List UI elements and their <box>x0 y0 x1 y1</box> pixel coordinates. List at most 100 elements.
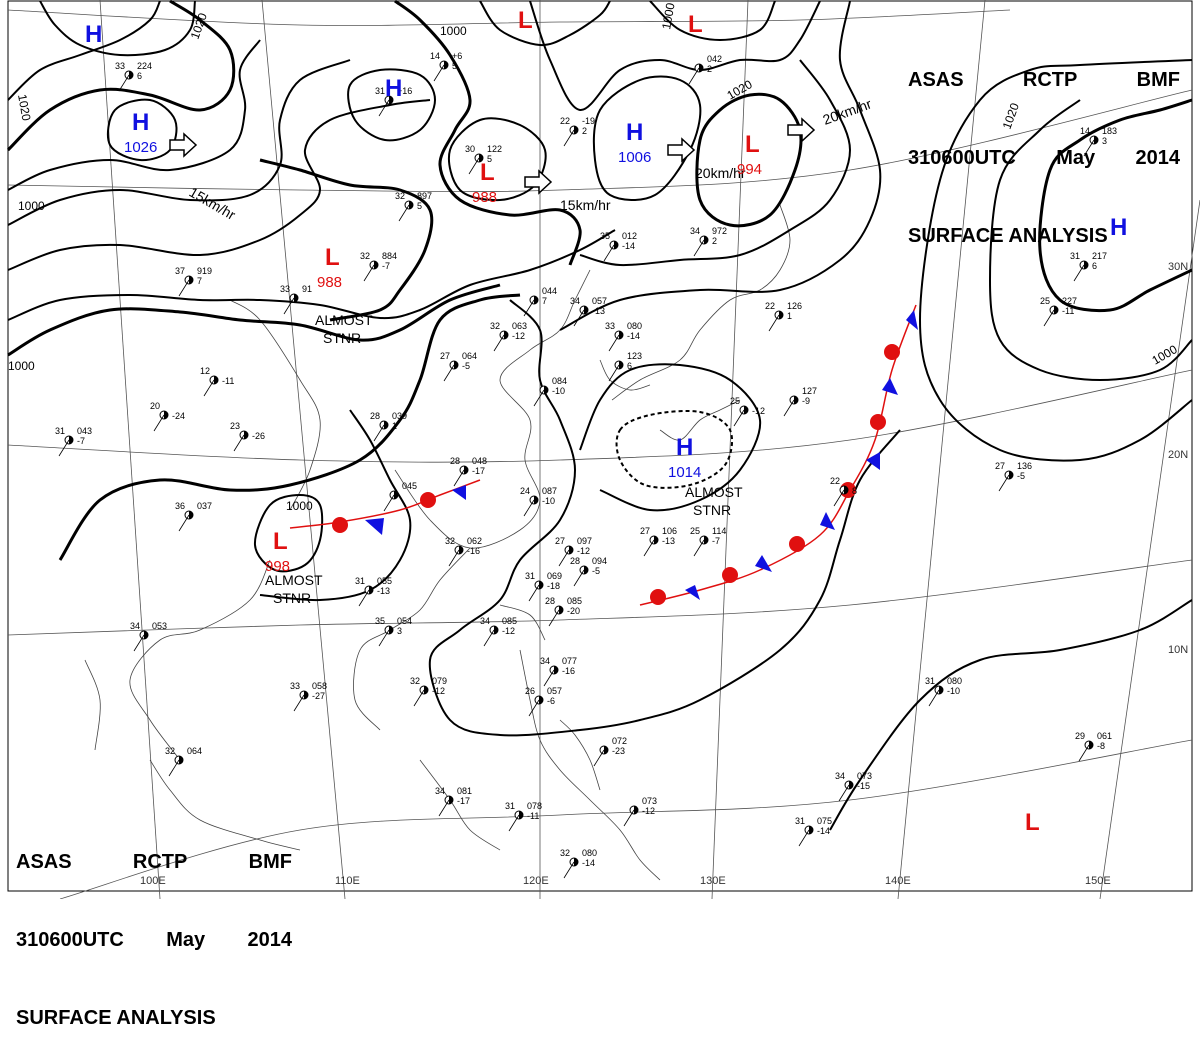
station-tendency: -11 <box>222 376 234 386</box>
cloud-cover-icon <box>779 311 783 319</box>
cold-front-symbol <box>452 485 466 500</box>
station-pressure: 106 <box>662 526 677 536</box>
wind-barb-icon <box>233 434 245 452</box>
station-tendency: -8 <box>1097 741 1105 751</box>
station-pressure: 126 <box>787 301 802 311</box>
wind-barb-icon <box>1078 744 1090 762</box>
isobar <box>579 59 852 267</box>
map-labels: H H 1026 H L 988 L 988 L L H 1006 L 994 H H 1014 L 998 L ALM… <box>85 7 1127 836</box>
cloud-cover-icon <box>214 376 218 384</box>
station-temperature: 32 <box>360 251 370 261</box>
station-temperature: 28 <box>570 556 580 566</box>
station-pressure: 063 <box>512 321 527 331</box>
isobar <box>7 229 616 321</box>
station-pressure: 042 <box>707 54 722 64</box>
station-pressure: 044 <box>542 286 557 296</box>
central-pressure-label: 988 <box>472 189 497 206</box>
coastline <box>149 759 301 851</box>
isobar <box>7 99 431 271</box>
cloud-cover-icon <box>449 796 453 804</box>
cloud-cover-icon <box>539 696 543 704</box>
station-temperature: 28 <box>450 456 460 466</box>
isobar <box>428 299 901 737</box>
wind-barb-icon <box>563 861 575 879</box>
isobar-label: 1000 <box>18 199 45 213</box>
wind-barb-icon <box>168 759 180 777</box>
cloud-cover-icon <box>654 536 658 544</box>
station-tendency: -9 <box>802 396 810 406</box>
header-line2-part2: May <box>1056 147 1096 169</box>
station-pressure: +6 <box>452 51 462 61</box>
station-pressure: 077 <box>562 656 577 666</box>
station-temperature: 36 <box>175 501 185 511</box>
station-temperature: 28 <box>545 596 555 606</box>
station-temperature: 33 <box>115 61 125 71</box>
station-report: 25 -12 <box>730 396 765 427</box>
station-tendency: -12 <box>502 626 515 636</box>
wind-barb-icon <box>203 379 215 397</box>
station-pressure: 064 <box>187 746 202 756</box>
station-tendency: 3 <box>1102 136 1107 146</box>
low-pressure-symbol: L <box>325 244 340 271</box>
station-report: 33 080-14 <box>605 321 642 352</box>
wind-barb-icon <box>798 829 810 847</box>
isobar <box>579 363 762 512</box>
cloud-cover-icon <box>794 396 798 404</box>
station-tendency: -14 <box>582 858 595 868</box>
isobar <box>394 0 582 266</box>
cloud-cover-icon <box>294 294 298 302</box>
station-tendency: -11 <box>1062 306 1074 316</box>
station-tendency: -15 <box>857 781 870 791</box>
wind-barb-icon <box>358 589 370 607</box>
motion-speed-label: 15km/hr <box>560 197 611 213</box>
station-report: 34 081-17 <box>435 786 472 817</box>
isobar <box>58 293 521 561</box>
wind-barb-icon <box>1043 309 1055 327</box>
cloud-cover-icon <box>544 386 548 394</box>
header-line3: SURFACE ANALYSIS <box>908 225 1108 247</box>
station-tendency: -10 <box>542 496 555 506</box>
cloud-cover-icon <box>464 466 468 474</box>
station-pressure: 012 <box>622 231 637 241</box>
cloud-cover-icon <box>614 241 618 249</box>
station-tendency: -14 <box>622 241 635 251</box>
cloud-cover-icon <box>844 486 848 494</box>
wind-barb-icon <box>838 784 850 802</box>
station-pressure: 080 <box>627 321 642 331</box>
station-temperature: 37 <box>175 266 185 276</box>
cloud-cover-icon <box>619 361 623 369</box>
station-pressure: 057 <box>547 686 562 696</box>
motion-arrow-icon <box>169 132 198 158</box>
isobar <box>7 59 351 226</box>
station-temperature: 31 <box>795 816 805 826</box>
station-report: 31 078-11 <box>505 801 542 832</box>
station-report: 36 037 <box>175 501 212 532</box>
station-pressure: 069 <box>547 571 562 581</box>
station-temperature: 31 <box>375 86 385 96</box>
cloud-cover-icon <box>179 756 183 764</box>
station-pressure: 043 <box>77 426 92 436</box>
coastline <box>394 269 591 549</box>
central-pressure-label: 998 <box>265 558 290 575</box>
station-pressure: 078 <box>527 801 542 811</box>
cloud-cover-icon <box>1009 471 1013 479</box>
wind-barb-icon <box>693 239 705 257</box>
wind-barb-icon <box>118 74 130 92</box>
wind-barb-icon <box>1083 139 1095 157</box>
station-pressure: 884 <box>382 251 397 261</box>
station-report: 34 073-15 <box>835 771 872 802</box>
footer-line2-part1: 310600UTC <box>16 929 124 951</box>
parallel-line <box>7 9 1011 26</box>
high-pressure-symbol: H <box>626 119 643 146</box>
wind-barb-icon <box>378 629 390 647</box>
station-tendency: -16 <box>562 666 575 676</box>
wind-barb-icon <box>433 64 445 82</box>
header-top: ASAS RCTP BMF 310600UTC May 2014 SURFACE ANA… <box>908 15 1180 275</box>
station-pressure: 061 <box>1097 731 1112 741</box>
station-temperature: 34 <box>480 616 490 626</box>
cloud-cover-icon <box>584 566 588 574</box>
station-report: 35 012-14 <box>600 231 637 262</box>
